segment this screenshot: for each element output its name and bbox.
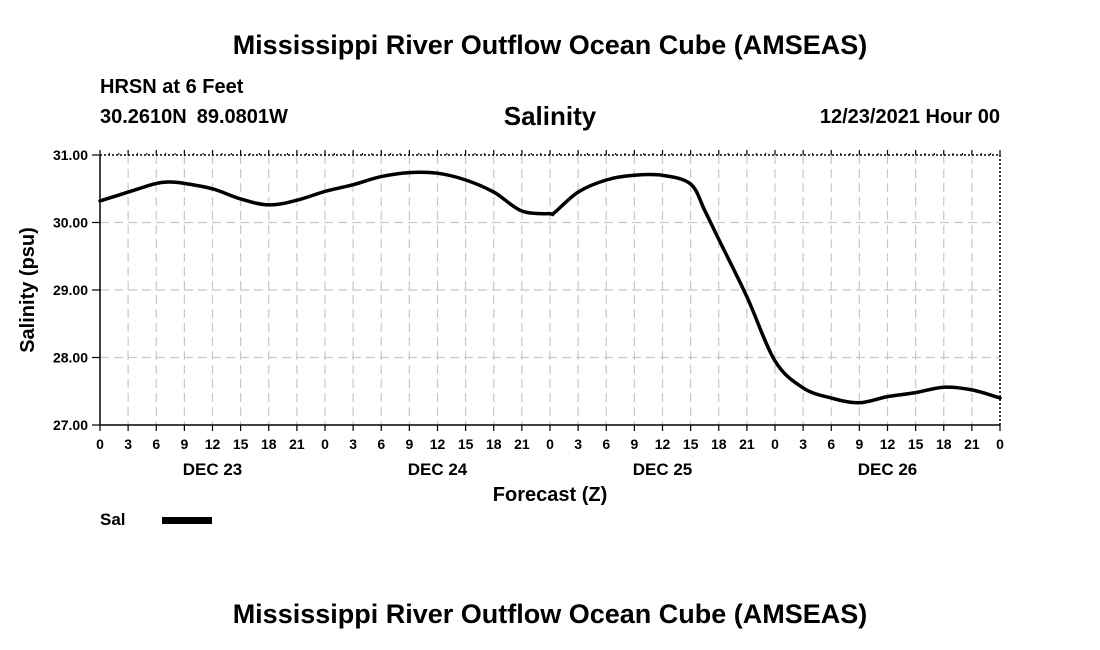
x-tick-label: 15 bbox=[233, 436, 249, 452]
coordinates: 30.2610N 89.0801W bbox=[100, 106, 288, 129]
x-tick-label: 21 bbox=[964, 436, 980, 452]
x-tick-label: 6 bbox=[602, 436, 610, 452]
station-label: HRSN at 6 Feet bbox=[100, 76, 244, 98]
y-tick-label: 28.00 bbox=[53, 350, 88, 366]
x-tick-label: 18 bbox=[261, 436, 277, 452]
x-tick-label: 15 bbox=[458, 436, 474, 452]
x-tick-label: 21 bbox=[289, 436, 305, 452]
x-tick-label: 15 bbox=[683, 436, 699, 452]
x-tick-label: 3 bbox=[349, 436, 357, 452]
grid-lines bbox=[100, 155, 1000, 425]
x-tick-label: 3 bbox=[799, 436, 807, 452]
x-tick-label: 18 bbox=[936, 436, 952, 452]
x-tick-label: 9 bbox=[180, 436, 188, 452]
x-tick-label: 9 bbox=[630, 436, 638, 452]
x-tick-label: 6 bbox=[152, 436, 160, 452]
x-tick-label: 9 bbox=[405, 436, 413, 452]
day-label: DEC 24 bbox=[408, 460, 468, 479]
x-tick-label: 6 bbox=[827, 436, 835, 452]
x-tick-label: 9 bbox=[855, 436, 863, 452]
longitude: 89.0801W bbox=[196, 106, 288, 128]
latitude: 30.2610N bbox=[100, 106, 187, 128]
x-tick-label: 12 bbox=[205, 436, 221, 452]
x-axis-ticks: 0 3 6 9 12 15 18 21 0 3 6 9 12 15 18 21 0 3 6 9 12 15 18 21 0 3 6 9… bbox=[96, 150, 1004, 452]
x-tick-label: 3 bbox=[574, 436, 582, 452]
y-axis-ticks: 27.00 28.00 29.00 30.00 31.00 bbox=[53, 147, 100, 433]
x-tick-label: 0 bbox=[771, 436, 779, 452]
y-axis-label: Salinity (psu) bbox=[17, 227, 39, 353]
x-tick-label: 3 bbox=[124, 436, 132, 452]
forecast-datetime: 12/23/2021 Hour 00 bbox=[819, 106, 1000, 128]
y-tick-label: 29.00 bbox=[53, 282, 88, 298]
day-label: DEC 26 bbox=[858, 460, 918, 479]
legend-label: Sal bbox=[100, 510, 126, 529]
salinity-series-line bbox=[98, 170, 1002, 405]
x-tick-label: 0 bbox=[321, 436, 329, 452]
x-tick-label: 18 bbox=[486, 436, 502, 452]
x-tick-label: 18 bbox=[711, 436, 727, 452]
chart-title: Salinity bbox=[503, 101, 597, 131]
series-layer bbox=[98, 170, 1002, 405]
y-tick-label: 27.00 bbox=[53, 417, 88, 433]
footer-title: Mississippi River Outflow Ocean Cube (AM… bbox=[232, 599, 868, 629]
x-tick-label: 0 bbox=[96, 436, 104, 452]
y-tick-label: 31.00 bbox=[53, 147, 88, 163]
x-tick-label: 0 bbox=[996, 436, 1004, 452]
day-label: DEC 23 bbox=[183, 460, 243, 479]
x-tick-label: 12 bbox=[655, 436, 671, 452]
main-title: Mississippi River Outflow Ocean Cube (AM… bbox=[232, 30, 868, 60]
y-tick-label: 30.00 bbox=[53, 215, 88, 231]
x-tick-label: 21 bbox=[739, 436, 755, 452]
legend-line-swatch bbox=[162, 517, 212, 524]
x-tick-label: 12 bbox=[880, 436, 896, 452]
day-labels: DEC 23 DEC 24 DEC 25 DEC 26 bbox=[183, 460, 918, 479]
x-tick-label: 0 bbox=[546, 436, 554, 452]
x-tick-label: 12 bbox=[430, 436, 446, 452]
day-label: DEC 25 bbox=[633, 460, 693, 479]
x-tick-label: 6 bbox=[377, 436, 385, 452]
x-axis-label: Forecast (Z) bbox=[493, 484, 607, 506]
x-tick-label: 21 bbox=[514, 436, 530, 452]
x-tick-label: 15 bbox=[908, 436, 924, 452]
